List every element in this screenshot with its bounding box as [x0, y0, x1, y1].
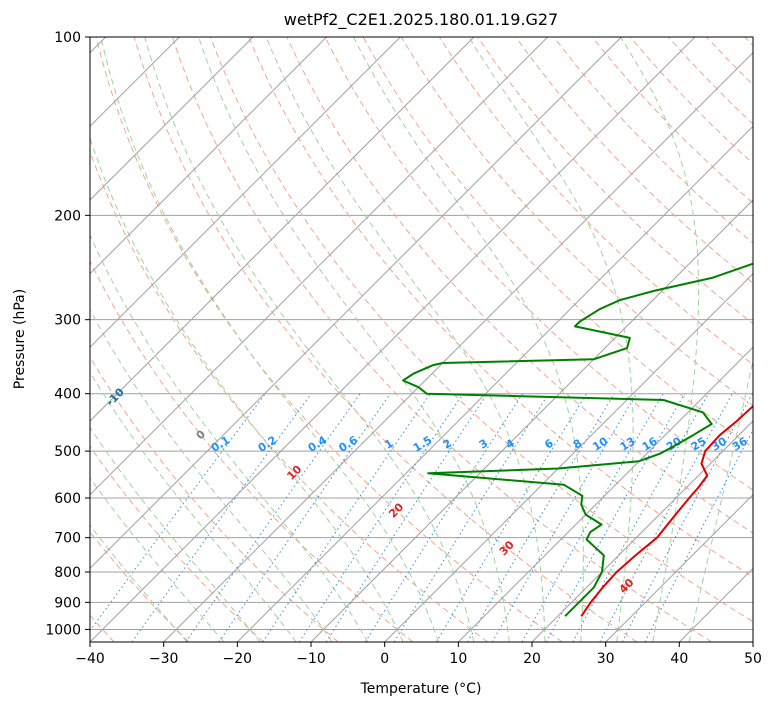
pressure-gridlines	[90, 37, 753, 630]
x-tick-label: 10	[449, 651, 467, 667]
isotherm-line	[90, 37, 254, 201]
isotherm-line	[90, 37, 696, 642]
isotherm-line	[90, 37, 401, 349]
y-tick-label: 1000	[45, 622, 81, 638]
dry-adiabat-line	[133, 37, 638, 642]
mixing-ratio-lines	[90, 393, 753, 642]
mixing-ratio-line	[393, 393, 550, 642]
mixing-ratio-line	[545, 393, 686, 642]
moist-adiabat-line	[265, 37, 546, 642]
moist-adiabat-line	[90, 477, 225, 642]
isotherm-line	[531, 420, 753, 642]
x-axis-label: Temperature (°C)	[360, 681, 482, 697]
x-axis-ticks: −40 −30 −20 −10 0 10 20 30 40 50	[75, 642, 762, 667]
mixing-ratio-line	[131, 393, 312, 642]
plot-area: 0.10.20.40.611.52346810131620253036-100-…	[90, 37, 753, 642]
y-axis-ticks: 100 200 300 400 500 600 700 800 900 1000	[45, 30, 90, 638]
isotherm-line	[90, 37, 622, 570]
plot-frame	[89, 36, 754, 643]
isotherm-line	[384, 272, 753, 642]
y-tick-label: 700	[54, 531, 81, 547]
mixing-ratio-line	[325, 393, 488, 642]
mixing-ratio-line	[435, 393, 587, 642]
mixing-ratio-line	[572, 393, 709, 642]
dry-adiabat-line	[210, 37, 753, 623]
mixing-ratio-line	[491, 393, 637, 642]
mixing-ratio-line	[90, 393, 266, 632]
y-axis-label: Pressure (hPa)	[12, 289, 28, 389]
dewpoint-profile-line	[402, 262, 753, 617]
dry-adiabat-line	[324, 37, 753, 491]
dry-adiabat-line	[95, 37, 563, 642]
dry-adiabat-line	[515, 37, 753, 284]
moist-adiabat-line	[144, 37, 475, 642]
x-tick-label: 30	[597, 651, 615, 667]
x-tick-label: −40	[75, 651, 105, 667]
x-tick-label: 0	[380, 651, 389, 667]
mixing-ratio-line	[364, 393, 524, 642]
y-tick-label: 200	[54, 208, 81, 224]
x-tick-label: −30	[149, 651, 179, 667]
moist-adiabat-line	[100, 37, 439, 642]
moist-adiabat-line	[90, 308, 333, 642]
mixing-ratio-line	[298, 393, 464, 642]
y-tick-label: 300	[54, 313, 81, 329]
y-tick-label: 100	[54, 30, 81, 46]
moist-adiabat-line	[198, 37, 510, 642]
mixing-ratio-line	[521, 393, 664, 642]
x-tick-label: −20	[223, 651, 253, 667]
dry-adiabat-line	[90, 445, 264, 642]
isotherm-line	[457, 346, 753, 642]
moist-adiabat-line	[90, 426, 261, 642]
y-tick-label: 600	[54, 491, 81, 507]
x-tick-label: 50	[744, 651, 762, 667]
y-tick-label: 800	[54, 565, 81, 581]
dry-adiabat-line	[171, 37, 712, 642]
isotherm-line	[236, 125, 753, 642]
dry-adiabat-line	[286, 37, 753, 534]
moist-adiabat-line	[90, 136, 404, 642]
moist-adiabat-line	[90, 524, 188, 642]
moist-adiabat-line	[688, 358, 753, 642]
moist-adiabat-line	[90, 233, 369, 642]
dry-adiabat-line	[248, 37, 753, 578]
temperature-profile-line	[580, 404, 753, 617]
dry-adiabat-line	[90, 259, 414, 642]
sounding-profiles	[402, 262, 753, 617]
isotherm-line	[90, 37, 328, 275]
moist-adiabat-line	[90, 371, 297, 642]
x-tick-label: 40	[670, 651, 688, 667]
x-tick-label: −10	[296, 651, 326, 667]
isotherm-line	[90, 37, 549, 496]
mixing-ratio-line	[218, 393, 391, 642]
isotherm-line	[90, 37, 475, 422]
chart-title: wetPf2_C2E1.2025.180.01.19.G27	[284, 10, 558, 30]
y-tick-label: 500	[54, 444, 81, 460]
x-tick-label: 20	[523, 651, 541, 667]
mixing-ratio-line	[467, 393, 615, 642]
isotherm-line	[163, 51, 753, 642]
y-tick-label: 400	[54, 387, 81, 403]
isotherms	[90, 37, 753, 642]
isotherm-line	[605, 493, 753, 642]
isotherm-line	[310, 199, 753, 642]
y-tick-label: 900	[54, 595, 81, 611]
